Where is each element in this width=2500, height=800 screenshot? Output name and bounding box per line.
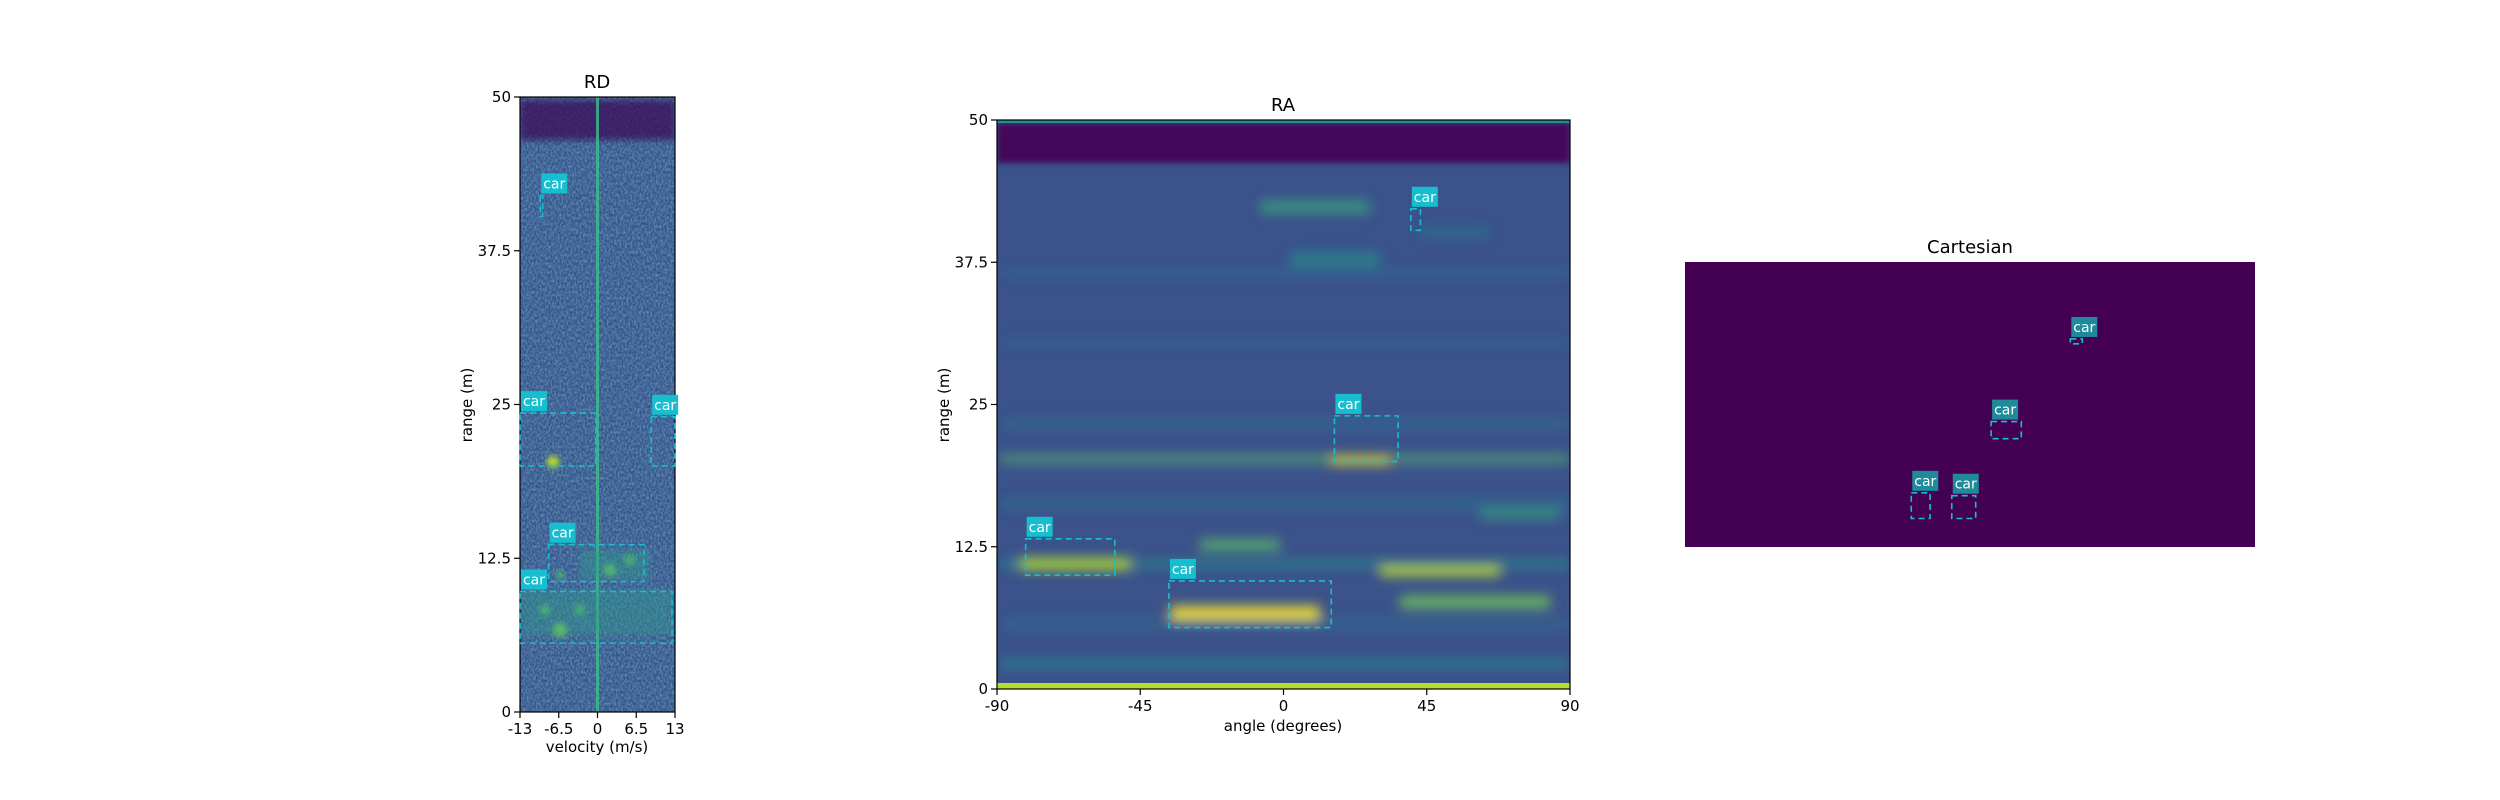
ra-bottom-line: [997, 683, 1570, 689]
rd-detection-box-0: [539, 194, 544, 218]
rd-bright-spots: [522, 456, 672, 637]
rd-ytick-label-4: 50: [492, 88, 511, 106]
cartesian-detection-label-bg-0: [2071, 316, 2098, 337]
ra-detection-box-3: [1168, 580, 1333, 629]
ra-ytick-label-1: 12.5: [955, 538, 988, 556]
ra-ytick-label-4: 50: [969, 111, 988, 129]
rd-ytick-label-0: 0: [501, 703, 511, 721]
rd-detection-box-3: [547, 543, 645, 583]
rd-ytick-label-3: 37.5: [478, 242, 511, 260]
ra-ytick-label-2: 25: [969, 396, 988, 414]
ra-background: [997, 120, 1570, 689]
rd-xtick-label-3: 6.5: [624, 720, 648, 738]
cartesian-title: Cartesian: [1927, 237, 2013, 258]
rd-detection-box-2: [650, 415, 676, 467]
rd-zero-doppler-line: [596, 97, 599, 712]
cartesian-detection-box-2: [1910, 492, 1931, 520]
cartesian-detection-label-3: car: [1955, 477, 1977, 493]
rd-ytick-label-1: 12.5: [478, 549, 511, 567]
ra-dark-band: [997, 123, 1570, 163]
ra-heatmap: [997, 120, 1570, 689]
rd-detection-box-1: [519, 412, 597, 467]
rd-detection-label-4: car: [523, 572, 545, 588]
cartesian-panel: Cartesian car car car car: [1685, 237, 2255, 547]
rd-xtick-label-1: -6.5: [544, 720, 573, 738]
ra-ticks: -90 -45 0 45 90 0 12.5 25 37.5 50: [955, 111, 1580, 715]
rd-detection-label-1: car: [523, 394, 545, 410]
rd-heatmap: [520, 97, 675, 712]
rd-ticks: -13 -6.5 0 6.5 13 0 12.5 25 37.5 50: [478, 88, 685, 738]
cartesian-detection-label-bg-2: [1912, 470, 1939, 491]
ra-xlabel: angle (degrees): [1224, 717, 1342, 735]
rd-detection-label-bg-0: [541, 173, 568, 194]
ra-xtick-label-3: 45: [1417, 697, 1436, 715]
ra-detection-label-2: car: [1029, 520, 1051, 536]
rd-ytick-label-2: 25: [492, 396, 511, 414]
ra-detection-box-1: [1333, 415, 1399, 463]
rd-xlabel: velocity (m/s): [546, 738, 649, 756]
rd-xtick-label-4: 13: [665, 720, 684, 738]
ra-detection-label-bg-0: [1411, 186, 1438, 207]
ra-detection-box-0: [1410, 207, 1422, 232]
ra-detection-label-3: car: [1172, 562, 1194, 578]
rd-detection-label-bg-3: [549, 522, 576, 543]
rd-detection-box-4: [519, 590, 673, 644]
cartesian-detection-label-2: car: [1914, 474, 1936, 490]
cartesian-background: [1685, 262, 2255, 547]
ra-ylabel: range (m): [935, 368, 953, 443]
ra-streaks: [1000, 200, 1570, 668]
cartesian-detection-box-3: [1950, 494, 1977, 520]
cartesian-detection-box-0: [2069, 338, 2084, 345]
cartesian-detection-label-bg-3: [1952, 473, 1979, 494]
cartesian-detection-label-1: car: [1994, 403, 2016, 419]
rd-detection-label-bg-2: [652, 394, 679, 415]
rd-detection-label-0: car: [543, 176, 565, 192]
ra-xtick-label-1: -45: [1128, 697, 1153, 715]
ra-xtick-label-2: 0: [1279, 697, 1289, 715]
ra-xtick-label-0: -90: [985, 697, 1010, 715]
ra-detection-label-bg-2: [1026, 516, 1053, 537]
rd-detection-label-2: car: [654, 398, 676, 414]
cartesian-detection-label-0: car: [2073, 320, 2095, 336]
ra-detection-label-0: car: [1414, 190, 1436, 206]
rd-detection-label-bg-4: [521, 569, 547, 590]
rd-xtick-label-2: 0: [593, 720, 603, 738]
ra-detection-box-2: [1024, 537, 1116, 576]
ra-title: RA: [1271, 95, 1296, 116]
rd-title: RD: [584, 72, 610, 93]
ra-detection-label-1: car: [1337, 397, 1359, 413]
rd-xtick-label-0: -13: [508, 720, 533, 738]
rd-detections: car car car car car: [519, 173, 679, 644]
ra-detections: car car car car: [1024, 186, 1438, 629]
ra-panel: RA: [935, 95, 1580, 735]
cartesian-detection-label-bg-1: [1992, 399, 2019, 420]
rd-ylabel: range (m): [458, 368, 476, 443]
cartesian-detections: car car car car: [1910, 316, 2098, 520]
rd-detection-label-3: car: [552, 526, 574, 542]
ra-detection-label-bg-1: [1335, 393, 1362, 414]
rd-detection-label-bg-1: [521, 391, 547, 412]
cartesian-detection-box-1: [1990, 420, 2023, 440]
ra-top-line: [997, 120, 1570, 123]
ra-ytick-label-3: 37.5: [955, 253, 988, 271]
ra-ytick-label-0: 0: [978, 680, 988, 698]
ra-detection-label-bg-3: [1169, 558, 1196, 579]
ra-xtick-label-4: 90: [1560, 697, 1579, 715]
